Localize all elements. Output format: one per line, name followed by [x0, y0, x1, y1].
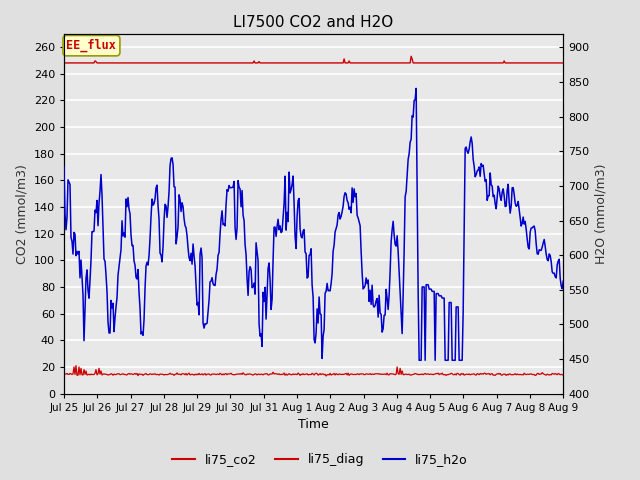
Title: LI7500 CO2 and H2O: LI7500 CO2 and H2O [234, 15, 394, 30]
Text: EE_flux: EE_flux [67, 39, 116, 52]
Legend: li75_co2, li75_diag, li75_h2o: li75_co2, li75_diag, li75_h2o [167, 448, 473, 471]
X-axis label: Time: Time [298, 418, 329, 431]
Y-axis label: H2O (mmol/m3): H2O (mmol/m3) [595, 163, 608, 264]
Y-axis label: CO2 (mmol/m3): CO2 (mmol/m3) [15, 164, 28, 264]
